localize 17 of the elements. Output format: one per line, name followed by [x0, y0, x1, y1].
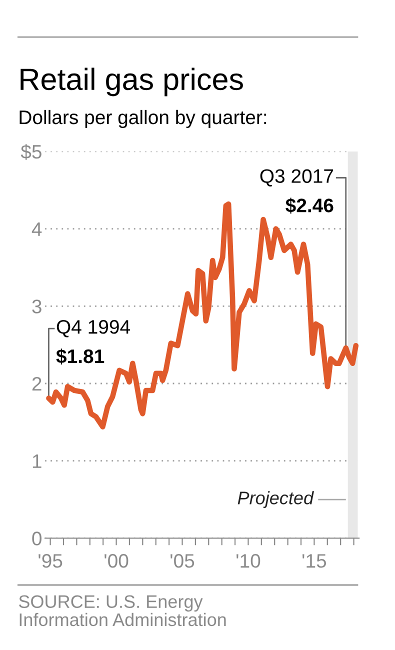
chart-subtitle: Dollars per gallon by quarter: — [20, 110, 266, 128]
annotation: Q3 2017 $2.46 — [260, 169, 334, 214]
band-label: Projected — [238, 491, 314, 508]
source-note: SOURCE: U.S. Energy Information Administration — [18, 595, 226, 626]
y-tick-label: 0 — [32, 532, 42, 546]
x-tick-label: '00 — [104, 554, 128, 568]
x-tick-label: '05 — [170, 554, 194, 568]
y-tick-label: 1 — [32, 454, 42, 468]
x-tick-label: '15 — [302, 554, 326, 568]
y-tick-label: 2 — [32, 376, 42, 391]
x-tick-label: '95 — [38, 554, 62, 568]
x-tick-label: '10 — [236, 554, 260, 568]
annotation: Q4 1994 $1.81 — [56, 320, 130, 364]
y-tick-label: $5 — [20, 144, 42, 160]
chart-title: Retail gas prices — [20, 68, 243, 96]
y-tick-label: 3 — [32, 300, 42, 314]
y-tick-label: 4 — [32, 222, 42, 236]
